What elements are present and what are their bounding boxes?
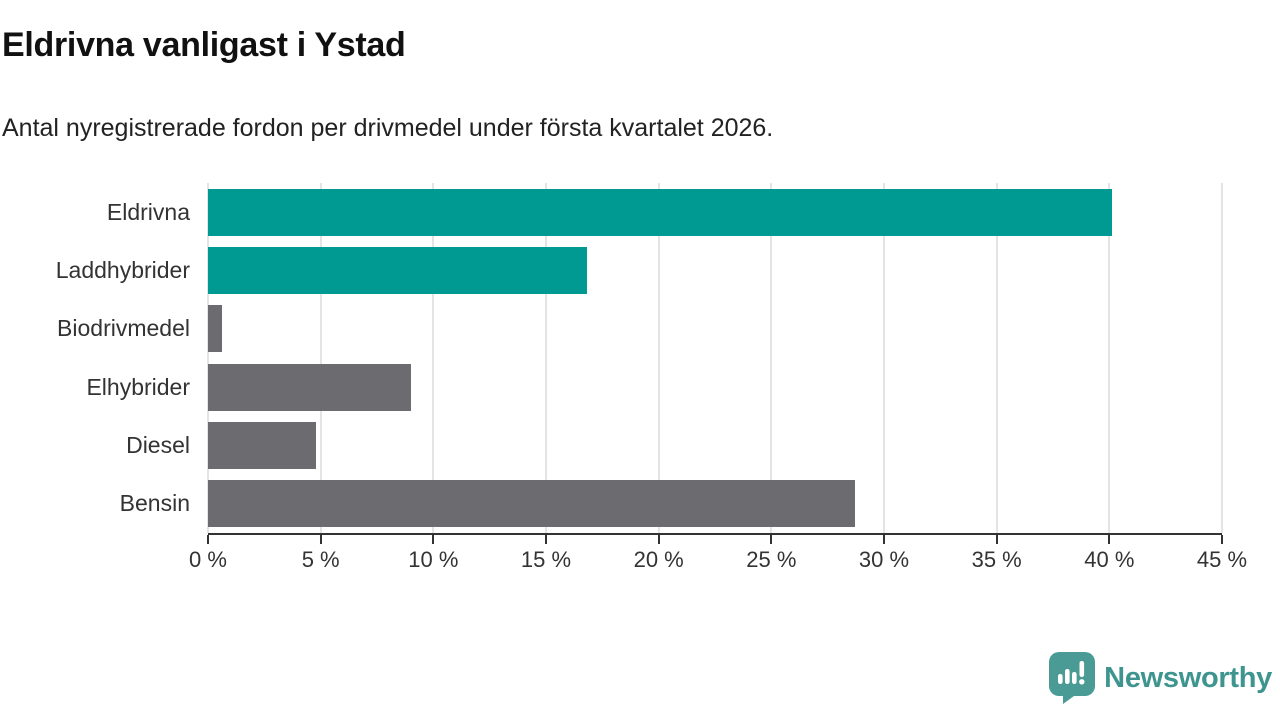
axis-tick	[1108, 535, 1111, 544]
gridline	[432, 183, 435, 533]
axis-tick	[432, 535, 435, 544]
bar-biodrivmedel	[208, 305, 222, 353]
gridline	[1108, 183, 1111, 533]
axis-tick	[770, 535, 773, 544]
bar-bensin	[208, 480, 855, 528]
axis-tick-label: 10 %	[408, 547, 459, 572]
plot-area	[207, 183, 1223, 535]
category-labels: Eldrivna Laddhybrider Biodrivmedel Elhybrid…	[0, 183, 190, 533]
axis-tick-label: 45 %	[1196, 547, 1248, 572]
axis-tick-label: 30 %	[858, 547, 910, 572]
gridline	[657, 183, 660, 533]
axis-tick	[995, 535, 998, 544]
category-label: Bensin	[119, 490, 190, 517]
axis-tick	[207, 535, 209, 544]
chart-title: Eldrivna vanligast i Ystad	[2, 26, 406, 64]
axis-tick	[657, 535, 660, 544]
gridline	[995, 183, 998, 533]
category-label: Eldrivna	[106, 198, 190, 225]
axis-tick-label: 25 %	[746, 547, 797, 572]
newsworthy-logo-icon	[1049, 652, 1096, 704]
axis-tick-label: 5 %	[301, 547, 340, 572]
chart-subtitle: Antal nyregistrerade fordon per drivmede…	[2, 114, 774, 142]
bar-laddhybrider	[208, 247, 587, 294]
gridline	[545, 183, 547, 533]
gridline	[207, 183, 209, 533]
gridline	[883, 183, 885, 533]
axis-tick-label: 0 %	[189, 547, 227, 572]
newsworthy-logo-text: Newsworthy	[1104, 661, 1272, 694]
gridline	[770, 183, 773, 533]
axis-tick-label: 35 %	[971, 547, 1022, 572]
bar-eldrivna	[208, 188, 1112, 236]
axis-tick	[545, 535, 547, 544]
x-axis: 0 % 5 % 10 % 15 % 20 % 25 % 30 % 35 % 40 % 45 %	[189, 535, 1247, 580]
axis-tick-label: 20 %	[633, 547, 684, 572]
axis-tick	[1221, 535, 1223, 544]
newsworthy-logo: Newsworthy	[1049, 652, 1272, 704]
axis-tick	[883, 535, 885, 544]
bar-diesel	[208, 422, 317, 469]
axis-tick-label: 15 %	[520, 547, 572, 572]
category-label: Elhybrider	[86, 373, 190, 400]
bar-elhybrider	[208, 363, 411, 411]
gridline	[319, 183, 322, 533]
axis-tick-label: 40 %	[1084, 547, 1135, 572]
gridline	[1221, 183, 1223, 533]
category-label: Laddhybrider	[55, 256, 190, 283]
axis-tick	[319, 535, 322, 544]
category-label: Biodrivmedel	[57, 315, 190, 342]
category-label: Diesel	[126, 431, 190, 458]
